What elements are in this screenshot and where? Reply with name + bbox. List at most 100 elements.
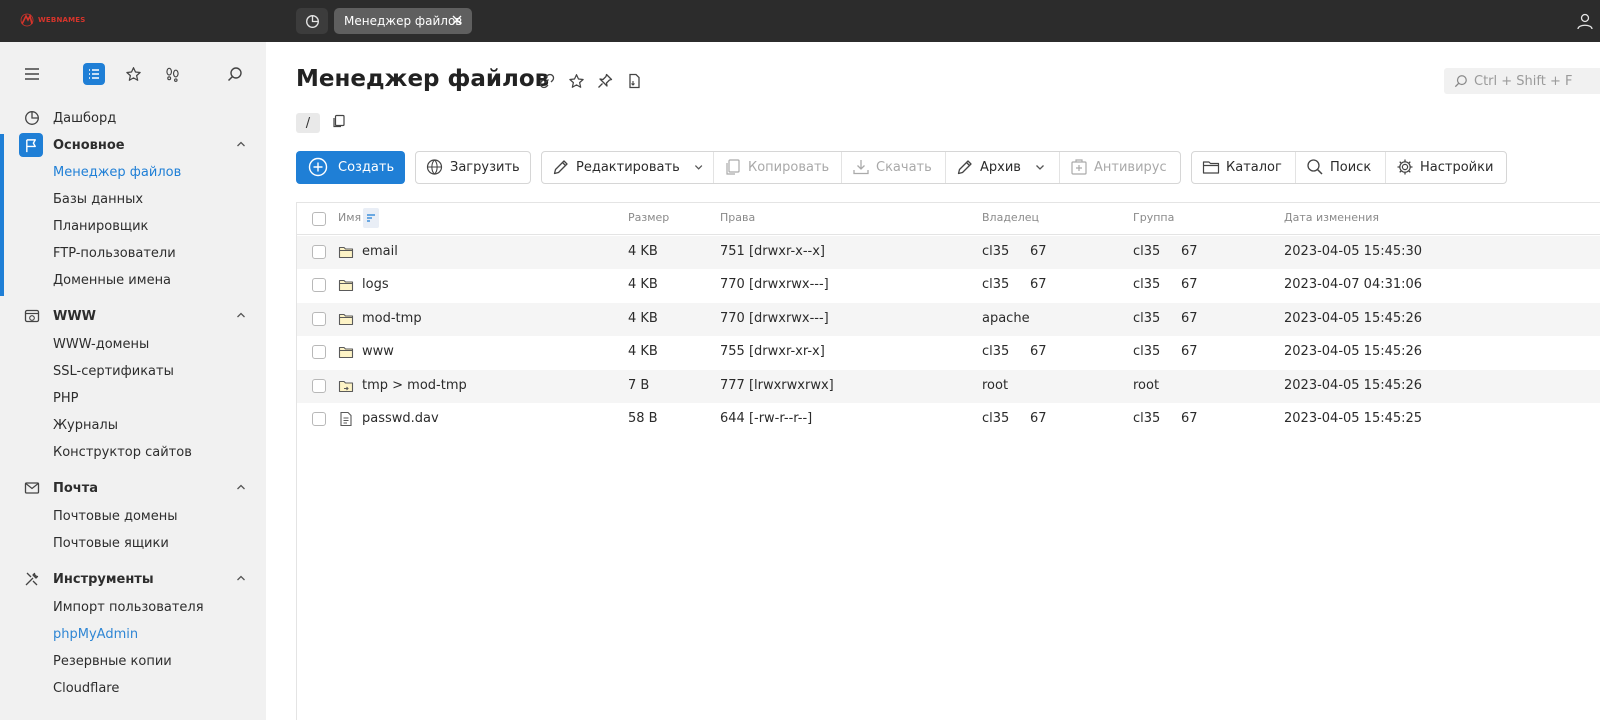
star-icon	[125, 66, 141, 81]
table-row[interactable]: www 4 KB 755 [drwxr-xr-x] cl35 67 cl35 67 202…	[297, 336, 1600, 369]
select-all-checkbox[interactable]	[312, 212, 326, 226]
copy-button[interactable]: Копировать	[714, 151, 842, 183]
breadcrumb-root[interactable]: /	[296, 113, 320, 133]
row-checkbox[interactable]	[312, 345, 326, 360]
column-rights[interactable]: Права	[720, 211, 756, 224]
copy-path-icon[interactable]	[332, 114, 346, 132]
flag-icon	[19, 133, 43, 157]
download-label: Скачать	[876, 159, 932, 175]
sidebar-item-ssl[interactable]: SSL-сертификаты	[53, 364, 174, 379]
column-owner[interactable]: Владелец	[982, 211, 1039, 224]
create-label: Создать	[338, 159, 395, 175]
sidebar-item-ftp-users[interactable]: FTP-пользователи	[53, 246, 176, 261]
sidebar-item-www-domains[interactable]: WWW-домены	[53, 337, 150, 352]
cell-modified: 2023-04-05 15:45:26	[1284, 344, 1423, 360]
chevron-up-icon[interactable]	[236, 482, 246, 492]
sidebar-section-www[interactable]: WWW	[0, 304, 266, 328]
row-checkbox[interactable]	[312, 245, 326, 259]
sidebar-item-file-manager[interactable]: Менеджер файлов	[53, 165, 182, 180]
sidebar-section-tools[interactable]: Инструменты	[0, 567, 266, 591]
folder-icon	[338, 244, 354, 260]
chevron-up-icon[interactable]	[236, 573, 246, 583]
sidebar-section-mail[interactable]: Почта	[0, 476, 266, 500]
sidebar-item-cloudflare[interactable]: Cloudflare	[53, 681, 120, 696]
folder-label: Каталог	[1226, 159, 1282, 175]
column-size[interactable]: Размер	[628, 211, 670, 224]
cell-name[interactable]: passwd.dav	[362, 411, 439, 426]
folder-icon	[338, 311, 354, 327]
sidebar-item-domain-names[interactable]: Доменные имена	[53, 273, 172, 288]
search-icon	[227, 67, 242, 82]
cell-name[interactable]: mod-tmp	[362, 310, 422, 326]
sidebar-item-phpmyadmin[interactable]: phpMyAdmin	[53, 627, 139, 642]
cell-name[interactable]: www	[362, 344, 394, 360]
archive-button[interactable]: Архив	[946, 151, 1060, 183]
copy-icon	[724, 158, 742, 176]
antivirus-button[interactable]: Антивирус	[1060, 152, 1180, 183]
folder-icon	[338, 277, 354, 293]
sort-button[interactable]	[363, 208, 379, 228]
global-search-input[interactable]: Ctrl + Shift + F	[1444, 68, 1600, 94]
history-button[interactable]	[161, 63, 183, 85]
star-icon[interactable]	[567, 72, 585, 90]
search-button[interactable]: Поиск	[1296, 151, 1386, 183]
favorites-button[interactable]	[122, 63, 144, 85]
footprints-icon	[165, 67, 179, 82]
sidebar-item-php[interactable]: PHP	[53, 391, 79, 406]
column-modified[interactable]: Дата изменения	[1284, 211, 1379, 224]
sidebar-search-button[interactable]	[224, 63, 246, 85]
list-view-button[interactable]	[83, 63, 105, 85]
table-row[interactable]: email 4 KB 751 [drwxr-x--x] cl35 67 cl35 67 2…	[297, 236, 1600, 269]
dashboard-tab-button[interactable]	[296, 8, 328, 34]
settings-button[interactable]: Настройки	[1386, 152, 1506, 183]
create-button[interactable]: Создать	[296, 150, 405, 184]
user-icon[interactable]	[1576, 12, 1594, 30]
cell-owner: cl35 67	[982, 344, 1047, 360]
download-button[interactable]: Скачать	[842, 151, 946, 183]
close-icon[interactable]	[450, 13, 464, 27]
sidebar-item-dashboard[interactable]: Дашборд	[0, 106, 266, 130]
tab-file-manager[interactable]: Менеджер файлов	[334, 8, 472, 34]
menu-toggle-button[interactable]	[21, 63, 43, 85]
logo-icon	[20, 13, 34, 27]
pin-icon[interactable]	[596, 72, 614, 90]
sidebar-item-import-user[interactable]: Импорт пользователя	[53, 600, 204, 615]
cell-size: 4 KB	[628, 344, 658, 360]
cell-name[interactable]: logs	[362, 277, 389, 293]
sidebar-section-main[interactable]: Основное	[0, 133, 266, 157]
table-row[interactable]: logs 4 KB 770 [drwxrwx---] cl35 67 cl35 67 20…	[297, 269, 1600, 302]
pencil-icon	[552, 158, 570, 176]
cell-name[interactable]: email	[362, 244, 398, 259]
tools-icon	[23, 570, 41, 588]
main-content: Менеджер файлов Ctrl + Shift + F / Созда…	[266, 42, 1600, 720]
folder-button[interactable]: Каталог	[1192, 151, 1296, 183]
chevron-up-icon[interactable]	[236, 139, 246, 149]
webnames-logo[interactable]: WEBNAMES	[20, 12, 86, 28]
pencil-icon	[956, 158, 974, 176]
column-name[interactable]: Имя	[338, 211, 362, 224]
edit-button[interactable]: Редактировать	[542, 151, 714, 183]
cell-name[interactable]: tmp > mod-tmp	[362, 377, 467, 393]
sidebar-item-logs[interactable]: Журналы	[53, 418, 118, 433]
row-checkbox[interactable]	[312, 378, 326, 393]
table-row[interactable]: passwd.dav 58 B 644 [-rw-r--r--] cl35 67 cl3…	[297, 403, 1600, 436]
sidebar-item-databases[interactable]: Базы данных	[53, 192, 144, 207]
row-checkbox[interactable]	[312, 412, 326, 426]
table-row[interactable]: mod-tmp 4 KB 770 [drwxrwx---] apache cl35 67…	[297, 302, 1600, 336]
link-icon[interactable]	[538, 72, 556, 90]
cell-rights: 755 [drwxr-xr-x]	[720, 344, 825, 360]
table-row[interactable]: tmp > mod-tmp 7 B 777 [lrwxrwxrwx] root root…	[297, 369, 1600, 403]
chevron-up-icon[interactable]	[236, 310, 246, 320]
document-icon[interactable]	[625, 72, 643, 90]
sort-icon	[367, 214, 375, 222]
upload-button[interactable]: Загрузить	[416, 152, 530, 183]
sidebar-item-mailboxes[interactable]: Почтовые ящики	[53, 536, 169, 551]
column-group[interactable]: Группа	[1133, 211, 1175, 224]
sidebar-item-scheduler[interactable]: Планировщик	[53, 219, 149, 234]
sidebar-item-mail-domains[interactable]: Почтовые домены	[53, 509, 178, 524]
row-checkbox[interactable]	[312, 278, 326, 293]
sidebar-item-site-builder[interactable]: Конструктор сайтов	[53, 445, 192, 460]
row-checkbox[interactable]	[312, 311, 326, 326]
tab-label: Менеджер файлов	[344, 14, 463, 28]
sidebar-item-backups[interactable]: Резервные копии	[53, 654, 172, 669]
